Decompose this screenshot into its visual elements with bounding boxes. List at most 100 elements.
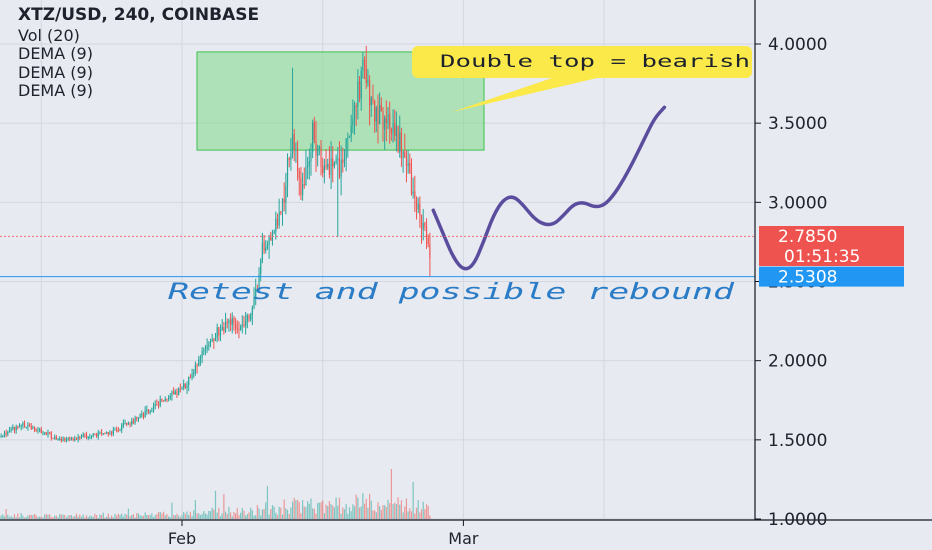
volume-bar xyxy=(399,504,401,519)
volume-bar xyxy=(132,514,135,519)
volume-bar xyxy=(387,499,389,519)
volume-bar xyxy=(99,514,101,519)
candle-body xyxy=(273,231,275,234)
candle-body xyxy=(174,391,176,395)
volume-bar xyxy=(74,515,76,519)
candle-body xyxy=(114,429,116,431)
volume-bar xyxy=(389,503,391,519)
candle-body xyxy=(384,118,386,130)
dema-indicator-label-2[interactable]: DEMA (9) xyxy=(18,63,93,82)
y-tick-label: 2.0000 xyxy=(768,352,827,372)
volume-bar xyxy=(117,513,119,519)
dema-indicator-label-3[interactable]: DEMA (9) xyxy=(18,81,93,100)
candle-body xyxy=(298,170,300,179)
candle-body xyxy=(266,245,269,248)
candle-body xyxy=(20,425,22,427)
volume-bar xyxy=(102,512,104,519)
volume-bar xyxy=(65,517,68,519)
volume-bar xyxy=(10,516,12,519)
candle-body xyxy=(147,409,150,413)
volume-bar xyxy=(59,513,61,519)
countdown-tag-bg[interactable] xyxy=(759,246,904,266)
volume-bar xyxy=(400,500,403,519)
volume-bar xyxy=(122,516,124,519)
volume-bar xyxy=(410,511,413,519)
candle-body xyxy=(385,118,387,124)
volume-bar xyxy=(94,513,96,519)
candle-body xyxy=(379,105,381,125)
callout-box[interactable] xyxy=(412,46,752,78)
volume-bar xyxy=(147,514,150,519)
candle-body xyxy=(79,436,81,438)
volume-bar xyxy=(422,501,424,519)
candle-body xyxy=(99,432,101,434)
candle-body xyxy=(348,136,351,138)
volume-bar xyxy=(142,515,145,519)
support-price-tag-bg[interactable] xyxy=(759,266,904,287)
candle-body xyxy=(151,410,153,412)
candle-body xyxy=(32,427,34,429)
volume-bar xyxy=(276,514,279,519)
volume-bar xyxy=(84,517,86,519)
volume-bar xyxy=(5,508,7,519)
volume-bar xyxy=(317,503,319,519)
volume-bar xyxy=(302,500,304,519)
candle-body xyxy=(323,165,325,173)
volume-bar xyxy=(183,511,185,519)
volume-bar xyxy=(288,513,290,519)
candle-body xyxy=(15,426,17,430)
volume-bar xyxy=(226,513,228,519)
last-price-tag-bg[interactable] xyxy=(759,226,904,246)
candle-body xyxy=(60,438,62,441)
volume-bar xyxy=(240,512,242,519)
volume-bar xyxy=(275,512,277,519)
candle-body xyxy=(352,119,354,126)
candle-body xyxy=(134,417,136,423)
candle-body xyxy=(317,148,319,156)
candle-body xyxy=(300,178,302,195)
volume-bar xyxy=(300,513,302,519)
volume-bar xyxy=(17,513,19,519)
candle-body xyxy=(228,319,230,323)
volume-bars xyxy=(0,468,431,519)
candle-body xyxy=(196,364,198,367)
candle-body xyxy=(397,125,399,152)
volume-bar xyxy=(305,507,307,519)
candle-body xyxy=(420,214,423,230)
candle-body xyxy=(365,65,367,84)
dema-indicator-label-1[interactable]: DEMA (9) xyxy=(18,44,93,63)
candle-body xyxy=(188,377,190,386)
volume-bar xyxy=(409,508,411,519)
candle-body xyxy=(8,429,11,433)
candle-body xyxy=(129,423,131,425)
volume-bar xyxy=(258,508,260,519)
volume-bar xyxy=(47,514,49,519)
volume-bar xyxy=(203,510,205,519)
candle-body xyxy=(362,59,364,71)
volume-bar xyxy=(228,506,230,519)
volume-bar xyxy=(352,504,354,519)
volume-bar xyxy=(286,509,289,519)
candle-body xyxy=(69,438,71,440)
candle-body xyxy=(124,422,126,424)
volume-bar xyxy=(119,514,121,519)
candle-body xyxy=(275,218,277,232)
projection-path[interactable] xyxy=(431,105,667,271)
volume-bar xyxy=(223,494,225,519)
candle-body xyxy=(90,435,93,437)
candle-body xyxy=(315,140,317,156)
volume-indicator-label[interactable]: Vol (20) xyxy=(18,26,80,45)
candle-body xyxy=(374,100,376,122)
volume-bar xyxy=(397,497,399,519)
volume-bar xyxy=(350,511,352,519)
y-tick-label: 1.0000 xyxy=(768,510,827,530)
candle-body xyxy=(338,158,341,177)
volume-bar xyxy=(201,513,203,519)
volume-bar xyxy=(55,515,57,519)
volume-bar xyxy=(353,506,356,519)
volume-bar xyxy=(335,497,337,519)
candle-body xyxy=(67,438,69,440)
volume-bar xyxy=(355,494,357,519)
